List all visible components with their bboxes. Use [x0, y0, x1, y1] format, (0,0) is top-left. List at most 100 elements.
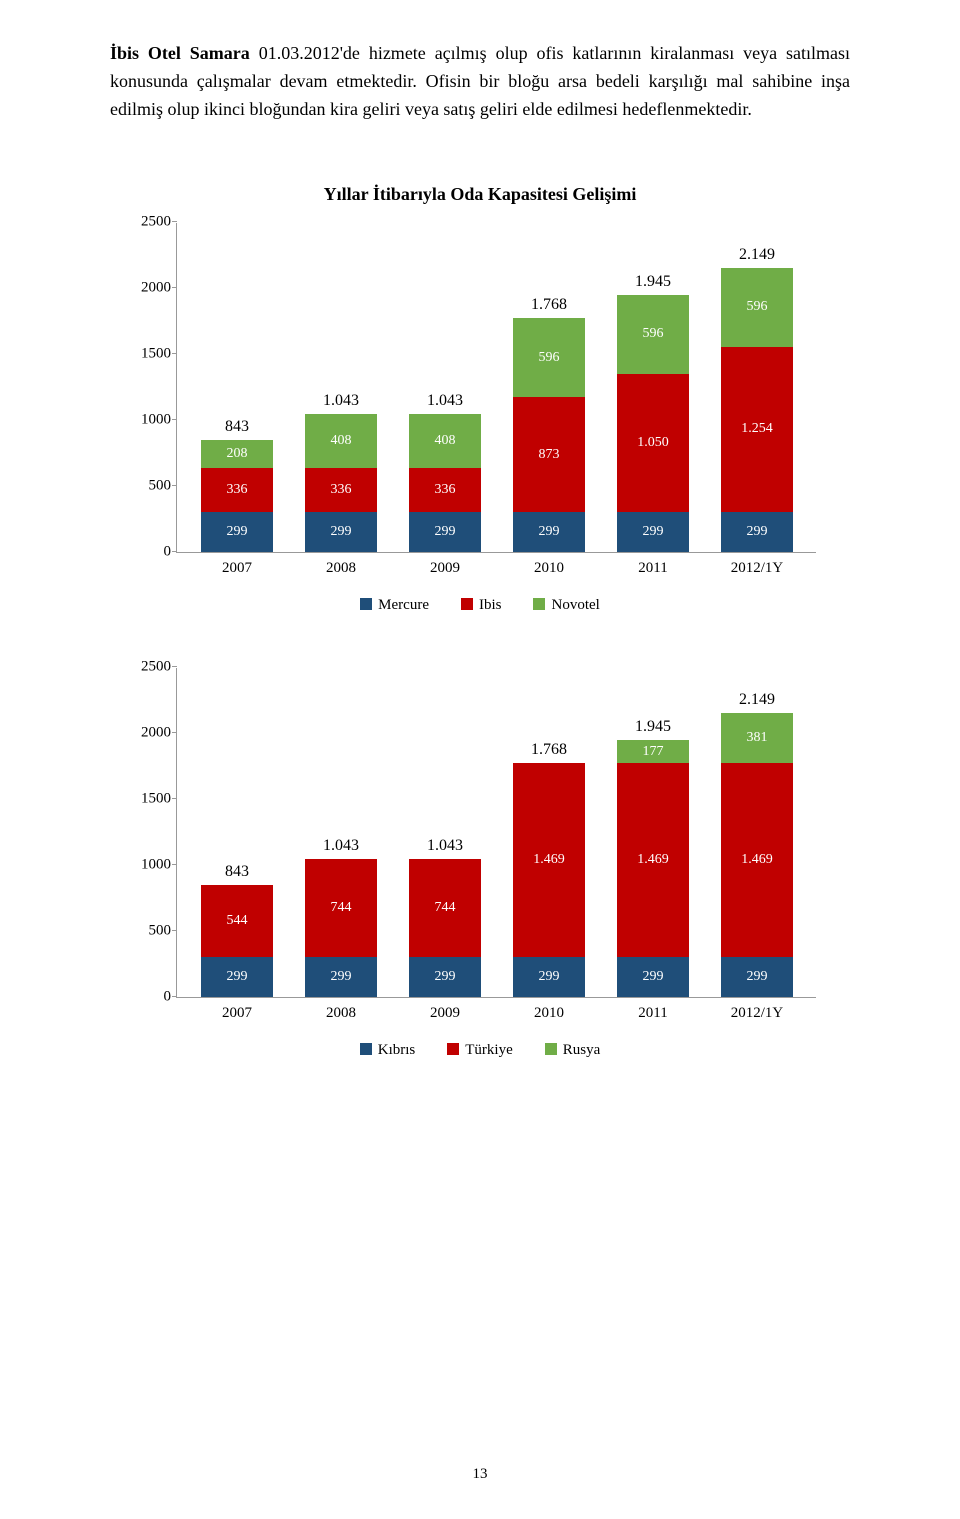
- bar-segment: 299: [409, 957, 481, 996]
- bar-segment: 381: [721, 713, 793, 763]
- bar-segment: 299: [617, 957, 689, 996]
- bar-segment: 596: [721, 268, 793, 347]
- bar-segment: 299: [201, 512, 273, 551]
- bar-segment: 1.469: [513, 763, 585, 957]
- segment-label: 299: [721, 969, 793, 985]
- bar-segment: 1.469: [617, 763, 689, 957]
- bar-segment: 299: [617, 512, 689, 551]
- x-tick-label: 2007: [201, 560, 273, 577]
- segment-label: 299: [201, 524, 273, 540]
- segment-label: 299: [617, 969, 689, 985]
- x-tick-label: 2008: [305, 1005, 377, 1022]
- y-tick-mark: [172, 732, 177, 734]
- segment-label: 177: [617, 744, 689, 760]
- bar-segment: 336: [201, 468, 273, 512]
- bar-segment: 208: [201, 440, 273, 467]
- bar-segment: 336: [305, 468, 377, 512]
- y-tick-mark: [172, 353, 177, 355]
- y-tick-label: 0: [125, 543, 171, 560]
- bar-total-label: 2.149: [721, 246, 793, 264]
- bar-segment: 744: [305, 859, 377, 957]
- segment-label: 1.254: [721, 421, 793, 437]
- x-tick-label: 2009: [409, 560, 481, 577]
- segment-label: 299: [513, 969, 585, 985]
- chart1: 0500100015002000250029933620884320072993…: [120, 223, 840, 614]
- legend-swatch: [545, 1043, 557, 1055]
- bar-segment: 299: [305, 957, 377, 996]
- x-tick-label: 2010: [513, 1005, 585, 1022]
- legend-swatch: [447, 1043, 459, 1055]
- bar-total-label: 1.043: [305, 392, 377, 410]
- segment-label: 299: [617, 524, 689, 540]
- legend-swatch: [461, 598, 473, 610]
- bar-total-label: 1.768: [513, 741, 585, 759]
- y-tick-mark: [172, 996, 177, 998]
- bar-segment: 299: [721, 957, 793, 996]
- y-tick-mark: [172, 551, 177, 553]
- chart1-title: Yıllar İtibarıyla Oda Kapasitesi Gelişim…: [110, 184, 850, 205]
- y-tick-label: 1500: [125, 790, 171, 807]
- y-tick-mark: [172, 864, 177, 866]
- y-tick-label: 500: [125, 922, 171, 939]
- legend-swatch: [360, 1043, 372, 1055]
- y-tick-mark: [172, 419, 177, 421]
- chart1-plot: 0500100015002000250029933620884320072993…: [176, 223, 816, 553]
- y-tick-label: 2000: [125, 724, 171, 741]
- bar-segment: 544: [201, 885, 273, 957]
- segment-label: 596: [513, 350, 585, 366]
- y-tick-label: 1000: [125, 411, 171, 428]
- bar-segment: 744: [409, 859, 481, 957]
- bar-total-label: 843: [201, 863, 273, 881]
- y-tick-mark: [172, 287, 177, 289]
- segment-label: 299: [409, 969, 481, 985]
- bar-total-label: 1.768: [513, 296, 585, 314]
- page-number: 13: [0, 1466, 960, 1483]
- bar-segment: 177: [617, 740, 689, 763]
- chart2-legend: KıbrısTürkiyeRusya: [120, 1042, 840, 1059]
- y-tick-label: 500: [125, 477, 171, 494]
- segment-label: 408: [409, 433, 481, 449]
- y-tick-mark: [172, 930, 177, 932]
- segment-label: 1.469: [617, 852, 689, 868]
- x-tick-label: 2007: [201, 1005, 273, 1022]
- bar-segment: 596: [617, 295, 689, 374]
- y-tick-label: 1000: [125, 856, 171, 873]
- body-paragraph: İbis Otel Samara 01.03.2012'de hizmete a…: [110, 40, 850, 124]
- segment-label: 1.469: [513, 852, 585, 868]
- segment-label: 299: [305, 969, 377, 985]
- x-tick-label: 2012/1Y: [721, 1005, 793, 1022]
- segment-label: 744: [409, 900, 481, 916]
- bar-segment: 596: [513, 318, 585, 397]
- chart2-plot: 0500100015002000250029954484320072997441…: [176, 668, 816, 998]
- segment-label: 299: [513, 524, 585, 540]
- bar-total-label: 1.945: [617, 718, 689, 736]
- y-tick-mark: [172, 798, 177, 800]
- segment-label: 1.050: [617, 435, 689, 451]
- x-tick-label: 2012/1Y: [721, 560, 793, 577]
- legend-label: Ibis: [479, 597, 502, 613]
- bar-segment: 408: [409, 414, 481, 468]
- segment-label: 299: [305, 524, 377, 540]
- legend-label: Kıbrıs: [378, 1042, 416, 1058]
- segment-label: 299: [721, 524, 793, 540]
- legend-item: Rusya: [545, 1042, 601, 1059]
- y-tick-mark: [172, 485, 177, 487]
- legend-item: Novotel: [533, 597, 599, 614]
- bar-segment: 299: [305, 512, 377, 551]
- x-tick-label: 2008: [305, 560, 377, 577]
- segment-label: 744: [305, 900, 377, 916]
- legend-label: Mercure: [378, 597, 429, 613]
- y-tick-label: 2000: [125, 279, 171, 296]
- bar-segment: 299: [409, 512, 481, 551]
- lead-bold: İbis Otel Samara: [110, 43, 250, 63]
- segment-label: 544: [201, 913, 273, 929]
- bar-total-label: 1.043: [305, 837, 377, 855]
- segment-label: 1.469: [721, 852, 793, 868]
- legend-item: Ibis: [461, 597, 502, 614]
- bar-segment: 299: [513, 957, 585, 996]
- bar-segment: 873: [513, 397, 585, 512]
- segment-label: 336: [305, 482, 377, 498]
- bar-segment: 299: [201, 957, 273, 996]
- bar-total-label: 1.945: [617, 273, 689, 291]
- segment-label: 381: [721, 730, 793, 746]
